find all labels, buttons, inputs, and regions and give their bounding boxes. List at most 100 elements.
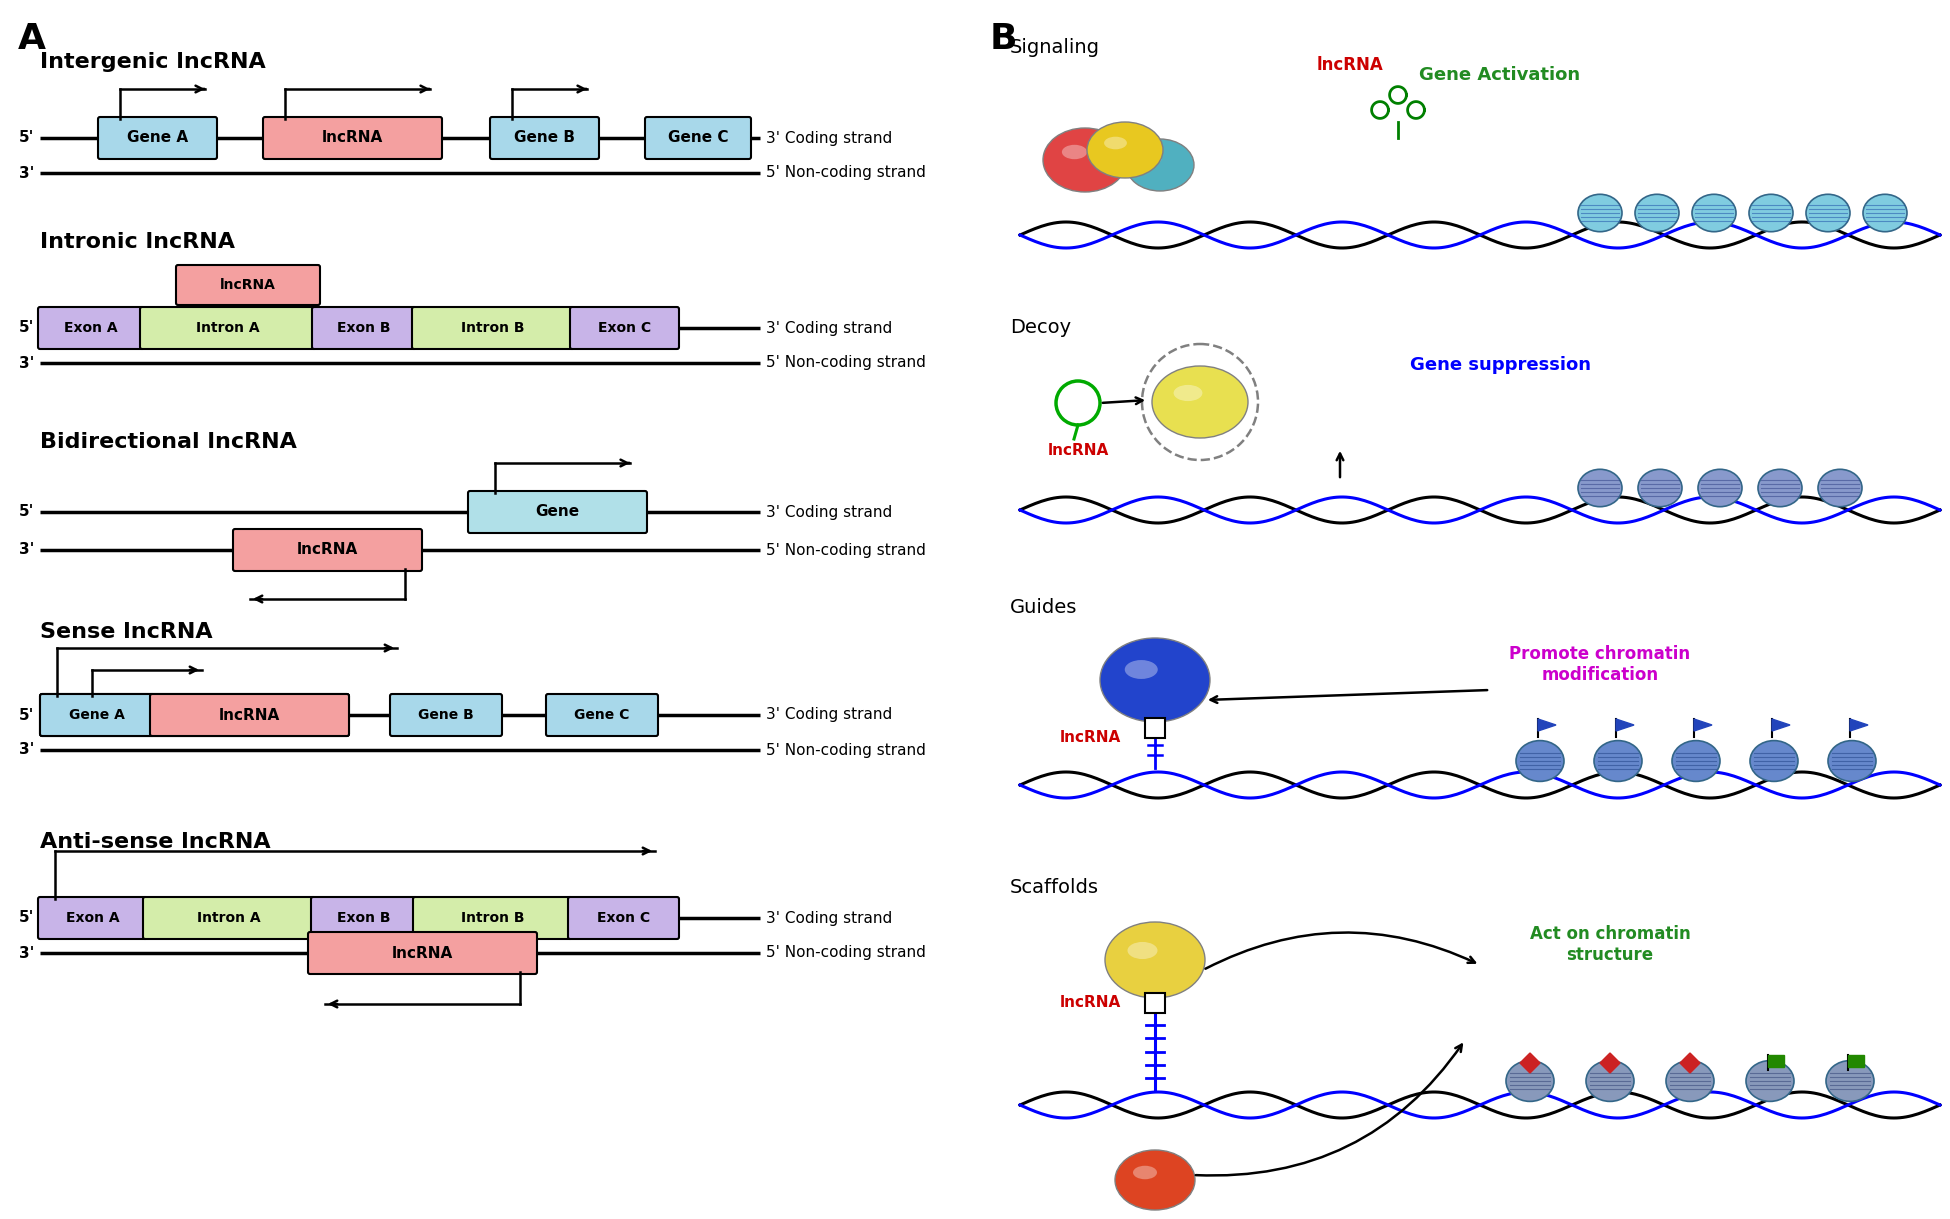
Text: 5' Non-coding strand: 5' Non-coding strand [766,542,926,557]
Polygon shape [1617,719,1634,731]
Ellipse shape [1063,145,1086,160]
Ellipse shape [1578,194,1622,232]
Ellipse shape [1086,122,1162,178]
FancyBboxPatch shape [546,694,657,736]
FancyBboxPatch shape [390,694,501,736]
Text: 3': 3' [20,742,33,757]
FancyBboxPatch shape [37,307,144,349]
Text: Gene A: Gene A [68,708,125,722]
Text: lncRNA: lncRNA [296,542,359,557]
Text: 5' Non-coding strand: 5' Non-coding strand [766,742,926,757]
Ellipse shape [1578,469,1622,507]
Bar [1769,1054,1784,1067]
Ellipse shape [1152,366,1248,438]
Text: 3' Coding strand: 3' Coding strand [766,321,893,335]
FancyBboxPatch shape [232,529,421,570]
Text: 3': 3' [20,542,33,557]
Text: lncRNA: lncRNA [220,278,277,293]
FancyBboxPatch shape [41,694,154,736]
Ellipse shape [1825,1061,1874,1102]
Text: 5': 5' [20,321,33,335]
FancyBboxPatch shape [312,307,415,349]
Ellipse shape [1505,1061,1554,1102]
Text: Anti-sense lncRNA: Anti-sense lncRNA [41,833,271,852]
Ellipse shape [1827,741,1876,781]
Text: 3': 3' [20,166,33,180]
Text: Gene Activation: Gene Activation [1420,66,1581,84]
Ellipse shape [1671,741,1720,781]
Text: Exon A: Exon A [64,321,117,335]
Ellipse shape [1115,1150,1195,1210]
Polygon shape [1539,719,1556,731]
Ellipse shape [1759,469,1802,507]
Ellipse shape [1634,194,1679,232]
Ellipse shape [1141,152,1162,165]
Text: Gene B: Gene B [515,130,575,145]
Text: Exon A: Exon A [66,911,119,925]
Text: Sense lncRNA: Sense lncRNA [41,622,213,642]
Polygon shape [1601,1053,1620,1073]
FancyBboxPatch shape [176,265,320,305]
FancyBboxPatch shape [142,897,316,939]
Text: 3': 3' [20,356,33,371]
Text: 5': 5' [20,911,33,925]
Text: B: B [991,22,1018,56]
FancyBboxPatch shape [310,897,417,939]
FancyBboxPatch shape [37,897,146,939]
Text: Intron B: Intron B [460,911,525,925]
Ellipse shape [1806,194,1851,232]
Text: Intronic lncRNA: Intronic lncRNA [41,232,236,252]
Polygon shape [1773,719,1790,731]
Text: lncRNA: lncRNA [218,707,281,723]
FancyBboxPatch shape [263,117,443,158]
Text: A: A [18,22,47,56]
Text: Intron A: Intron A [197,321,259,335]
Text: lncRNA: lncRNA [322,130,382,145]
Text: lncRNA: lncRNA [1059,995,1121,1011]
Text: 3': 3' [20,946,33,961]
Text: lncRNA: lncRNA [1059,730,1121,745]
Polygon shape [1519,1053,1540,1073]
Text: Promote chromatin
modification: Promote chromatin modification [1509,645,1691,684]
Text: 3' Coding strand: 3' Coding strand [766,911,893,925]
Ellipse shape [1665,1061,1714,1102]
FancyBboxPatch shape [413,897,571,939]
Ellipse shape [1043,128,1127,193]
Text: 3' Coding strand: 3' Coding strand [766,707,893,723]
Bar [1145,718,1164,737]
Text: Exon B: Exon B [337,911,390,925]
Text: lncRNA: lncRNA [392,946,452,961]
FancyBboxPatch shape [645,117,751,158]
Text: 5' Non-coding strand: 5' Non-coding strand [766,946,926,961]
Text: Intergenic lncRNA: Intergenic lncRNA [41,52,265,72]
FancyBboxPatch shape [567,897,679,939]
FancyBboxPatch shape [41,694,349,736]
Ellipse shape [1638,469,1683,507]
Text: Intron A: Intron A [197,911,261,925]
Ellipse shape [1127,942,1158,959]
Text: Act on chromatin
structure: Act on chromatin structure [1529,925,1691,964]
Text: Exon C: Exon C [597,911,649,925]
Text: Exon C: Exon C [599,321,651,335]
FancyBboxPatch shape [569,307,679,349]
Text: 5' Non-coding strand: 5' Non-coding strand [766,166,926,180]
Ellipse shape [1100,638,1211,722]
Text: Gene C: Gene C [575,708,630,722]
Ellipse shape [1133,1165,1156,1179]
FancyBboxPatch shape [489,117,599,158]
FancyBboxPatch shape [468,491,647,533]
Ellipse shape [1745,1061,1794,1102]
Text: 5': 5' [20,130,33,145]
Ellipse shape [1693,194,1736,232]
Text: lncRNA: lncRNA [1316,56,1383,74]
FancyBboxPatch shape [98,117,216,158]
Ellipse shape [1515,741,1564,781]
Text: Gene A: Gene A [127,130,187,145]
Text: lncRNA: lncRNA [1047,442,1110,458]
Text: Intron B: Intron B [462,321,525,335]
Ellipse shape [1817,469,1862,507]
Text: Bidirectional lncRNA: Bidirectional lncRNA [41,432,296,452]
Ellipse shape [1585,1061,1634,1102]
Text: 3' Coding strand: 3' Coding strand [766,130,893,145]
Text: Guides: Guides [1010,599,1076,617]
